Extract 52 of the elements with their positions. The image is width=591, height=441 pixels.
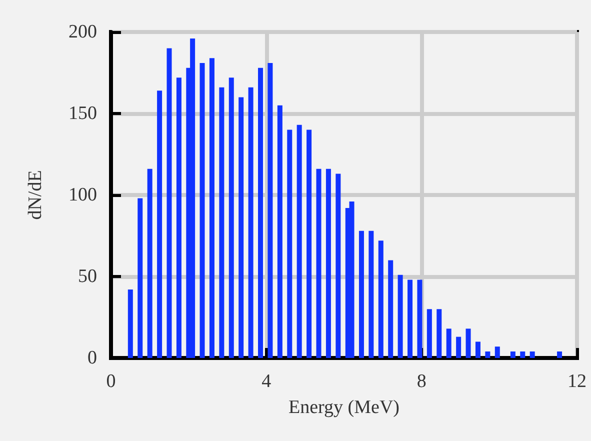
bar xyxy=(358,230,364,358)
bar xyxy=(446,328,452,358)
x-axis-title: Energy (MeV) xyxy=(288,397,400,418)
bar xyxy=(349,202,354,358)
y-axis-title: dN/dE xyxy=(25,170,46,220)
bar xyxy=(368,230,374,358)
y-tick-label: 150 xyxy=(68,103,97,124)
bar xyxy=(316,168,322,358)
bar xyxy=(494,346,500,358)
bar xyxy=(296,124,302,358)
bar xyxy=(557,351,562,358)
x-tick-label: 4 xyxy=(262,371,272,392)
x-tick-label: 12 xyxy=(568,371,586,392)
x-tick-label: 0 xyxy=(106,371,116,392)
bar xyxy=(466,328,471,358)
bar xyxy=(228,78,234,358)
bar xyxy=(530,351,535,358)
bar xyxy=(258,68,264,358)
bar xyxy=(166,48,172,358)
bar xyxy=(326,168,331,358)
bar xyxy=(219,87,224,358)
y-tick-label: 50 xyxy=(78,266,97,287)
bar xyxy=(426,309,432,358)
bar xyxy=(408,280,413,358)
y-tick-label: 0 xyxy=(88,348,97,368)
bar xyxy=(336,174,341,358)
bar xyxy=(475,342,480,358)
bar xyxy=(388,260,394,358)
bar xyxy=(306,130,312,358)
bar xyxy=(485,351,490,358)
bar xyxy=(200,62,205,358)
x-tick-label: 8 xyxy=(416,371,426,392)
bar xyxy=(287,130,292,358)
bar xyxy=(417,280,422,358)
bar xyxy=(277,105,282,358)
bar xyxy=(378,240,384,358)
bar xyxy=(190,38,196,358)
y-tick-label: 100 xyxy=(68,184,97,206)
bar xyxy=(436,309,442,358)
bar xyxy=(456,336,462,358)
bar xyxy=(128,290,133,358)
bar xyxy=(138,198,143,358)
bar xyxy=(520,351,526,358)
bar xyxy=(510,351,516,358)
bar xyxy=(157,90,162,358)
bar xyxy=(238,97,244,358)
y-tick-label: 200 xyxy=(68,22,97,42)
bar xyxy=(398,274,403,358)
bar xyxy=(248,87,254,358)
bar xyxy=(147,168,152,358)
bar xyxy=(209,58,214,358)
bar xyxy=(176,78,182,358)
